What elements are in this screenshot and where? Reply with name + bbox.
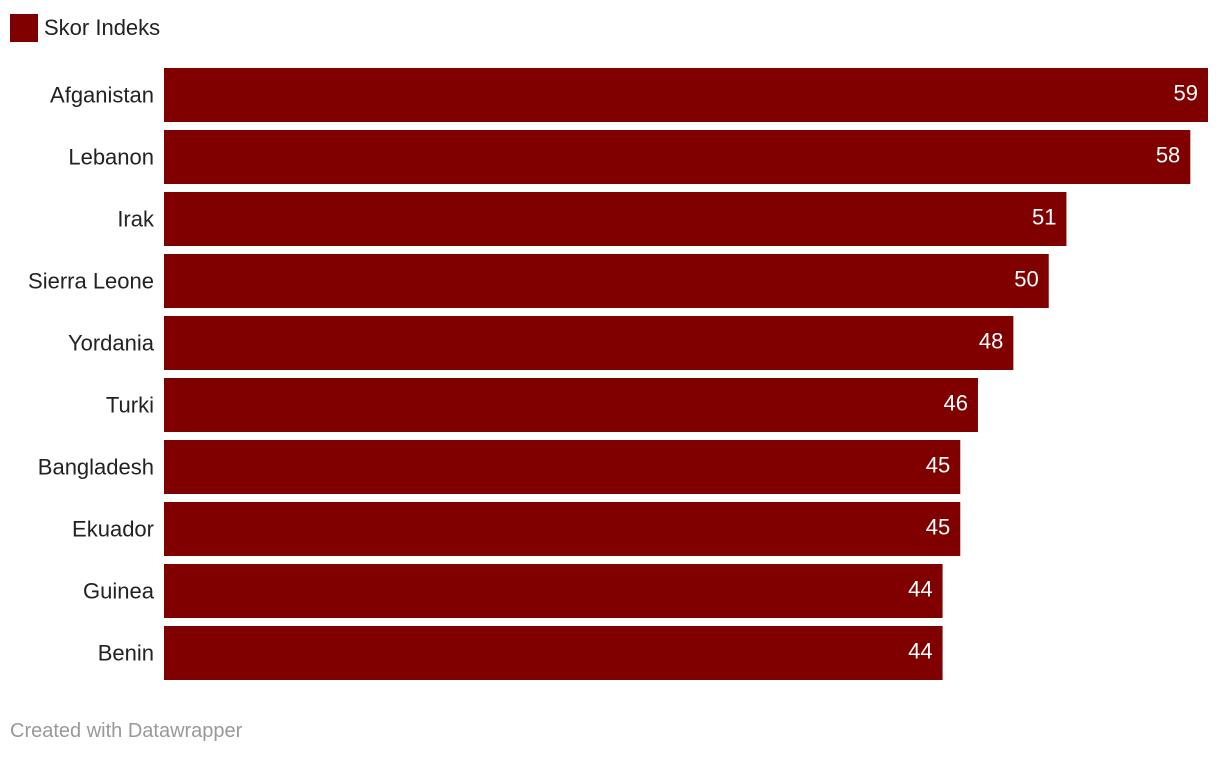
value-label: 46	[943, 391, 967, 416]
bar-chart: Afganistan 59 Lebanon 58 Irak 51 Sierra Leone 5…	[28, 68, 1208, 680]
bar-ekuador	[164, 502, 961, 556]
bar-afganistan	[164, 68, 1208, 122]
category-label: Irak	[117, 207, 155, 232]
value-label: 50	[1014, 267, 1038, 292]
bar-lebanon	[164, 130, 1191, 184]
legend: Skor Indeks	[10, 14, 160, 42]
bar-bangladesh	[164, 440, 961, 494]
category-label: Afganistan	[50, 83, 154, 108]
legend-swatch	[10, 14, 38, 42]
category-label: Lebanon	[68, 145, 154, 170]
value-label: 51	[1032, 205, 1056, 230]
value-label: 44	[908, 639, 932, 664]
category-label: Sierra Leone	[28, 269, 154, 294]
category-label: Turki	[106, 393, 154, 418]
credit-text[interactable]: Created with Datawrapper	[10, 720, 243, 742]
bar-guinea	[164, 564, 943, 618]
bar-benin	[164, 626, 943, 680]
value-label: 45	[926, 515, 950, 540]
bar-turki	[164, 378, 978, 432]
category-label: Yordania	[68, 331, 155, 356]
bar-sierra-leone	[164, 254, 1049, 308]
bars-layer: Afganistan 59 Lebanon 58 Irak 51 Sierra Leone 5…	[28, 68, 1208, 680]
value-label: 59	[1174, 81, 1198, 106]
bar-yordania	[164, 316, 1014, 370]
category-label: Guinea	[83, 579, 155, 604]
category-label: Ekuador	[72, 517, 154, 542]
category-label: Benin	[98, 641, 154, 666]
category-label: Bangladesh	[38, 455, 154, 480]
value-label: 58	[1156, 143, 1180, 168]
value-label: 48	[979, 329, 1003, 354]
legend-label: Skor Indeks	[44, 15, 161, 40]
value-label: 45	[926, 453, 950, 478]
value-label: 44	[908, 577, 932, 602]
bar-irak	[164, 192, 1067, 246]
